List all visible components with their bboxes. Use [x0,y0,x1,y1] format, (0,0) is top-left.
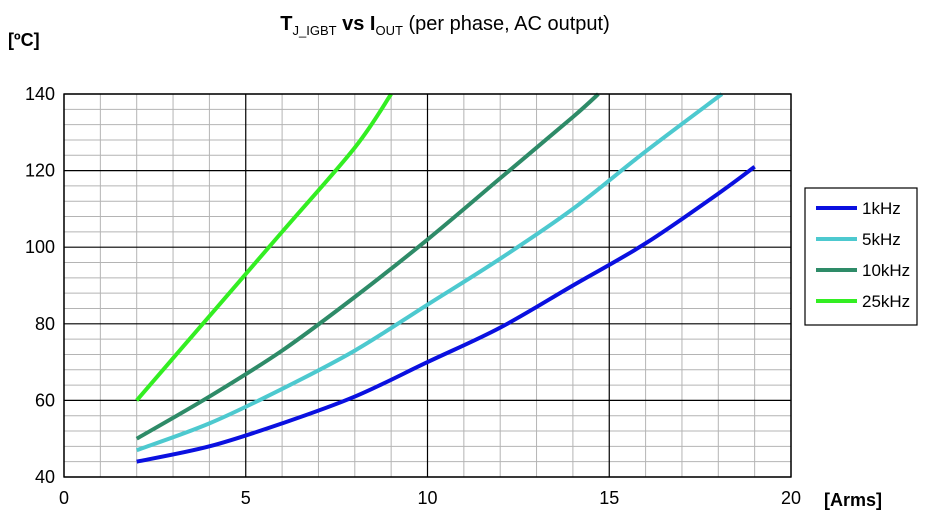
y-tick-label: 60 [35,390,55,410]
series-line-10khz [135,92,600,441]
legend-label-5khz: 5kHz [862,230,901,249]
legend: 1kHz 5kHz 10kHz 25kHz [804,187,918,326]
title-vs: vs [337,13,370,35]
y-tick-label: 40 [35,467,55,487]
title-t-sub: J_IGBT [292,23,336,38]
y-tick-label: 100 [25,237,55,257]
y-tick-label: 140 [25,84,55,104]
series-line-1khz [136,165,756,464]
series-group [135,92,756,464]
series-line-25khz [135,92,393,402]
y-tick-labels: 40 60 80 100 120 140 [25,84,55,487]
x-tick-labels: 0 5 10 15 20 [59,488,801,508]
title-i: I [370,13,376,35]
x-tick-label: 0 [59,488,69,508]
x-tick-label: 20 [781,488,801,508]
x-tick-label: 15 [599,488,619,508]
legend-items: 1kHz 5kHz 10kHz 25kHz [816,199,910,311]
x-tick-label: 5 [241,488,251,508]
series-line-5khz [136,92,724,453]
y-tick-label: 80 [35,314,55,334]
title-t: T [280,13,292,35]
chart-title: TJ_IGBT vs IOUT (per phase, AC output) [280,13,609,38]
legend-label-25khz: 25kHz [862,292,910,311]
title-rest: (per phase, AC output) [403,13,610,35]
legend-label-1khz: 1kHz [862,199,901,218]
x-tick-label: 10 [417,488,437,508]
plot-border [63,93,792,478]
x-axis-label: [Arms] [824,490,882,510]
legend-label-10khz: 10kHz [862,261,910,280]
title-i-sub: OUT [375,23,403,38]
y-tick-label: 120 [25,161,55,181]
y-axis-label: [ºC] [8,30,40,50]
